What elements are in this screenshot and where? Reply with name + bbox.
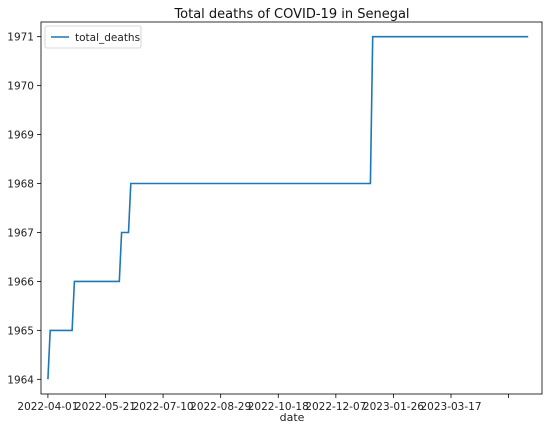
legend: total_deaths <box>44 25 142 49</box>
y-tick-label: 1969 <box>7 130 34 142</box>
legend-label-total-deaths: total_deaths <box>75 32 140 44</box>
x-axis: 2022-04-012022-05-212022-07-102022-08-29… <box>17 394 510 413</box>
legend-box <box>44 25 142 49</box>
x-tick-label: 2022-05-21 <box>75 401 136 413</box>
chart-title: Total deaths of COVID-19 in Senegal <box>173 7 409 22</box>
x-tick-label: 2023-03-17 <box>420 401 481 413</box>
x-tick-label: 2022-12-07 <box>305 401 366 413</box>
y-tick-label: 1965 <box>7 325 34 337</box>
y-tick-label: 1967 <box>7 227 34 239</box>
x-tick-label: 2022-08-29 <box>190 401 251 413</box>
y-tick-label: 1964 <box>7 374 34 386</box>
y-tick-label: 1970 <box>7 81 34 93</box>
x-tick-label: 2023-01-26 <box>363 401 424 413</box>
plot-frame <box>40 21 543 395</box>
y-axis: 1964 1965 1966 1967 1968 1969 1970 1971 <box>7 32 41 386</box>
x-tick-label: 2022-04-01 <box>17 401 78 413</box>
series-line-total-deaths <box>47 35 529 380</box>
x-tick-label: 2022-07-10 <box>133 401 194 413</box>
x-tick-label: 2022-10-18 <box>248 401 309 413</box>
y-tick-label: 1968 <box>7 179 34 191</box>
y-tick-label: 1966 <box>7 276 34 288</box>
y-tick-label: 1971 <box>7 32 34 44</box>
x-axis-label: date <box>280 411 305 424</box>
series-layer <box>47 35 529 380</box>
